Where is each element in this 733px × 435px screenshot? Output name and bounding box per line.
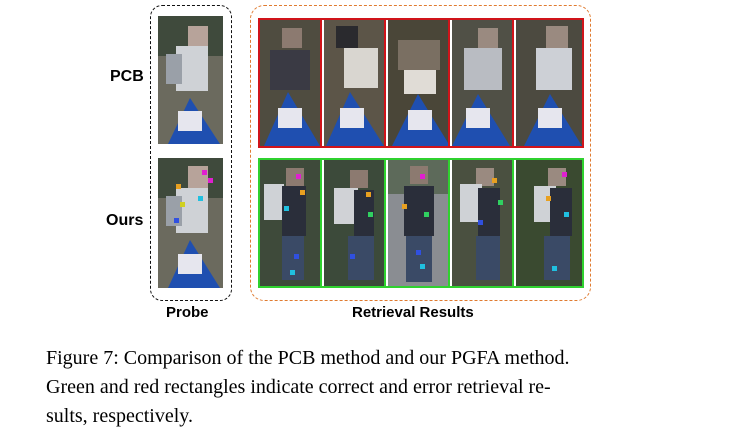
probe-image-ours	[158, 158, 223, 288]
caption-line-3: sults, respectively.	[46, 405, 194, 427]
ours-result-4	[452, 160, 514, 286]
retrieval-frame	[250, 5, 591, 301]
ours-result-2	[324, 160, 386, 286]
ours-result-5	[516, 160, 582, 286]
probe-frame	[150, 5, 232, 301]
figure: PCB Ours	[106, 5, 591, 321]
ours-results-strip	[258, 158, 584, 288]
ours-result-3	[388, 160, 450, 286]
pcb-result-4	[452, 20, 514, 146]
probe-label: Probe	[166, 304, 209, 321]
probe-image-pcb	[158, 16, 223, 144]
retrieval-results-label: Retrieval Results	[352, 304, 474, 321]
caption-line-1: Figure 7: Comparison of the PCB method a…	[46, 347, 570, 369]
pcb-results-strip	[258, 18, 584, 148]
pcb-result-1	[260, 20, 322, 146]
caption-line-2: Green and red rectangles indicate correc…	[46, 376, 551, 398]
pcb-result-5	[516, 20, 582, 146]
row-label-ours: Ours	[106, 212, 144, 229]
figure-caption: Figure 7: Comparison of the PCB method a…	[46, 344, 686, 431]
row-label-pcb: PCB	[110, 68, 144, 85]
ours-result-1	[260, 160, 322, 286]
pcb-result-2	[324, 20, 386, 146]
pcb-result-3	[388, 20, 450, 146]
